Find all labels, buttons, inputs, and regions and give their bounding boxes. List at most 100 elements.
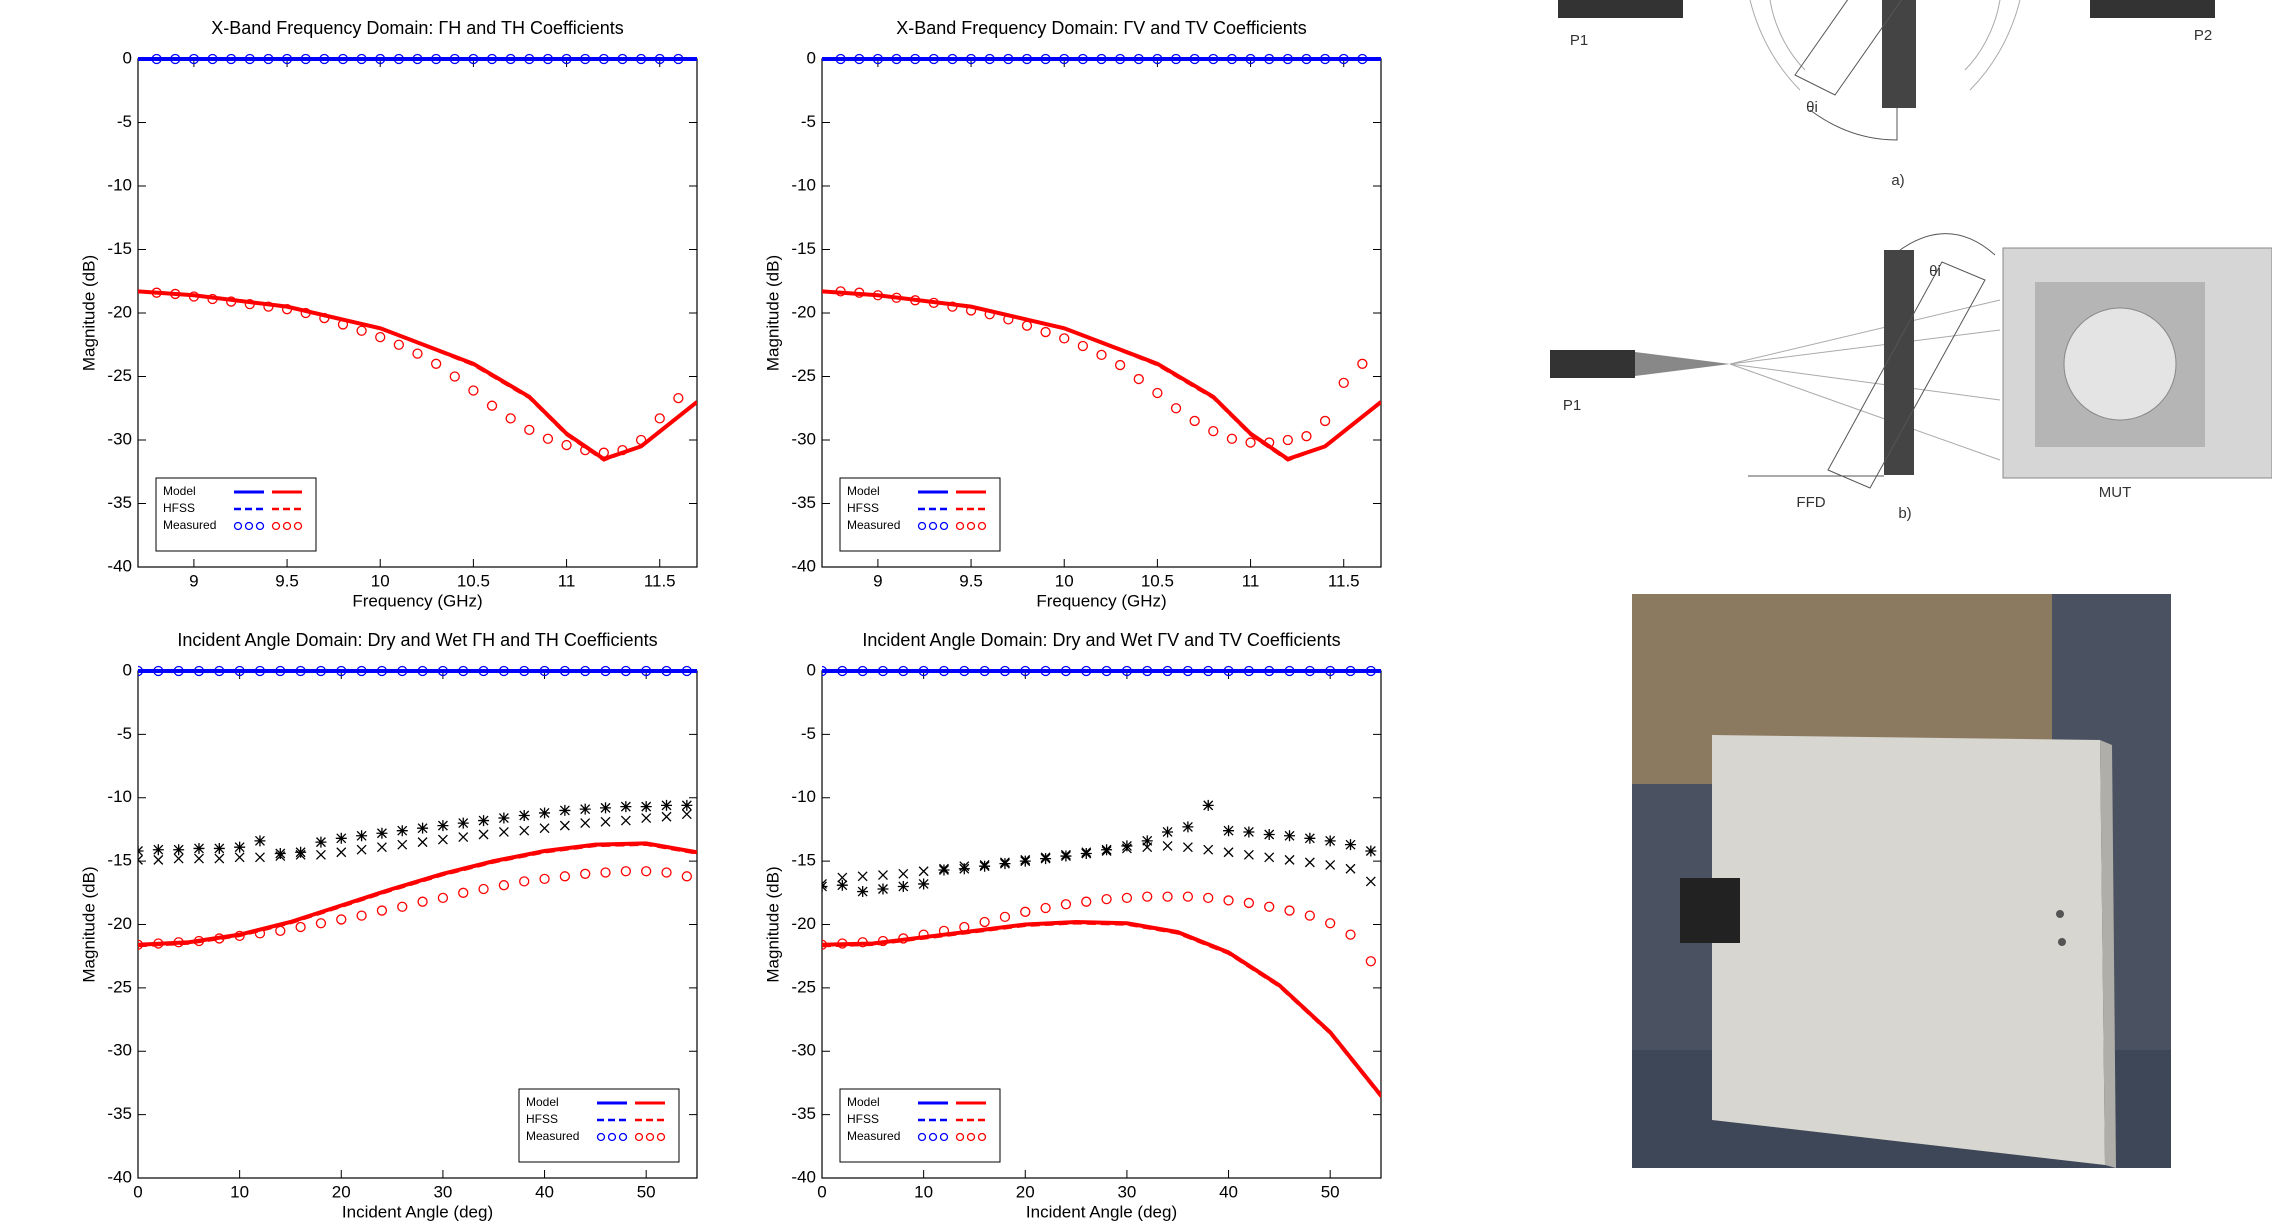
y-tick-label: -15: [107, 239, 132, 258]
legend-swatch: [656, 1132, 666, 1142]
marker: [620, 815, 631, 826]
x-tick-label: 40: [535, 1182, 554, 1201]
y-axis-label: Magnitude (dB): [763, 866, 782, 982]
marker: [356, 325, 367, 336]
marker: [457, 817, 469, 829]
legend-box: [518, 1088, 680, 1163]
marker: [836, 879, 848, 891]
y-tick-label: -20: [107, 302, 132, 321]
marker: [1208, 425, 1219, 437]
x-tick-label: 10: [914, 1182, 933, 1201]
marker: [1357, 358, 1368, 369]
marker: [478, 815, 490, 827]
y-axis-label: Magnitude (dB): [79, 255, 98, 371]
chart-title: X-Band Frequency Domain: ΓV and TV Coeff…: [896, 18, 1306, 38]
x-tick-label: 0: [133, 1182, 142, 1201]
marker: [1284, 830, 1296, 842]
legend-swatch: [645, 1132, 655, 1142]
marker: [458, 887, 469, 898]
marker: [417, 896, 428, 907]
legend-label: HFSS: [526, 1112, 558, 1126]
x-tick-label: 11.5: [644, 571, 676, 590]
marker: [437, 834, 448, 845]
marker: [1162, 891, 1173, 902]
marker: [1345, 839, 1357, 851]
marker: [1223, 895, 1234, 906]
y-tick-label: -40: [107, 556, 132, 575]
y-tick-label: -25: [107, 366, 132, 385]
marker: [356, 910, 367, 921]
legend-label: Measured: [847, 518, 900, 532]
marker: [1345, 863, 1356, 874]
marker: [579, 803, 591, 815]
marker: [1060, 899, 1072, 910]
y-tick-label: -15: [107, 851, 132, 870]
wave-lines: [1749, 0, 2021, 91]
marker: [478, 883, 489, 895]
marker: [498, 880, 510, 891]
y-tick-label: -20: [107, 914, 132, 933]
marker: [486, 400, 498, 411]
marker: [275, 851, 286, 862]
marker: [979, 859, 990, 870]
marker: [661, 867, 672, 878]
diagram-label: P2: [2194, 27, 2212, 44]
marker: [468, 385, 479, 396]
marker: [958, 863, 970, 875]
legend-label: HFSS: [163, 501, 195, 515]
legend-label: HFSS: [847, 1112, 879, 1126]
chart: Incident Angle Domain: Dry and Wet ΓV an…: [763, 630, 1382, 1221]
marker: [336, 847, 347, 858]
marker: [1182, 891, 1194, 902]
marker: [376, 842, 387, 853]
marker: [559, 804, 571, 816]
legend-swatch: [939, 1132, 949, 1142]
marker: [857, 886, 869, 898]
y-tick-label: -35: [107, 1104, 132, 1123]
marker: [1264, 852, 1275, 863]
marker: [1019, 855, 1031, 867]
y-tick-label: -25: [791, 977, 816, 996]
marker: [539, 807, 551, 819]
horn-left: [1558, 0, 1683, 18]
diagram-label: b): [1898, 505, 1911, 522]
marker: [1020, 906, 1031, 917]
y-tick-label: -25: [791, 366, 816, 385]
marker: [1121, 843, 1132, 854]
marker: [837, 872, 848, 883]
diagram-label: a): [1891, 172, 1904, 189]
legend-swatch: [928, 1132, 938, 1142]
x-tick-label: 10.5: [1141, 571, 1174, 590]
x-tick-label: 20: [1016, 1182, 1035, 1201]
y-tick-label: 0: [123, 660, 132, 679]
marker: [1142, 842, 1153, 853]
marker: [505, 413, 516, 424]
angle-arc: [1809, 108, 1898, 141]
legend-box: [155, 477, 317, 552]
x-tick-label: 10: [1055, 571, 1074, 590]
marker: [939, 863, 949, 874]
marker: [397, 839, 408, 850]
marker: [1114, 359, 1126, 371]
x-axis-label: Frequency (GHz): [352, 591, 482, 610]
marker: [1189, 415, 1200, 427]
line: [138, 289, 697, 462]
marker: [673, 392, 684, 404]
marker: [152, 844, 164, 856]
marker: [1284, 905, 1295, 916]
marker: [1282, 434, 1293, 446]
diagram-label: MUT: [2099, 484, 2132, 501]
marker: [1059, 333, 1070, 344]
y-tick-label: -25: [107, 977, 132, 996]
line: [138, 841, 697, 947]
line: [822, 290, 1381, 462]
chart-title: X-Band Frequency Domain: ΓH and TH Coeff…: [211, 18, 623, 38]
legend-swatch: [607, 1132, 617, 1142]
marker: [213, 842, 225, 854]
marker: [620, 801, 632, 813]
marker: [681, 871, 692, 882]
marker: [1319, 415, 1331, 427]
x-tick-label: 50: [1321, 1182, 1340, 1201]
legend-label: Measured: [163, 518, 216, 532]
marker: [1040, 326, 1051, 338]
